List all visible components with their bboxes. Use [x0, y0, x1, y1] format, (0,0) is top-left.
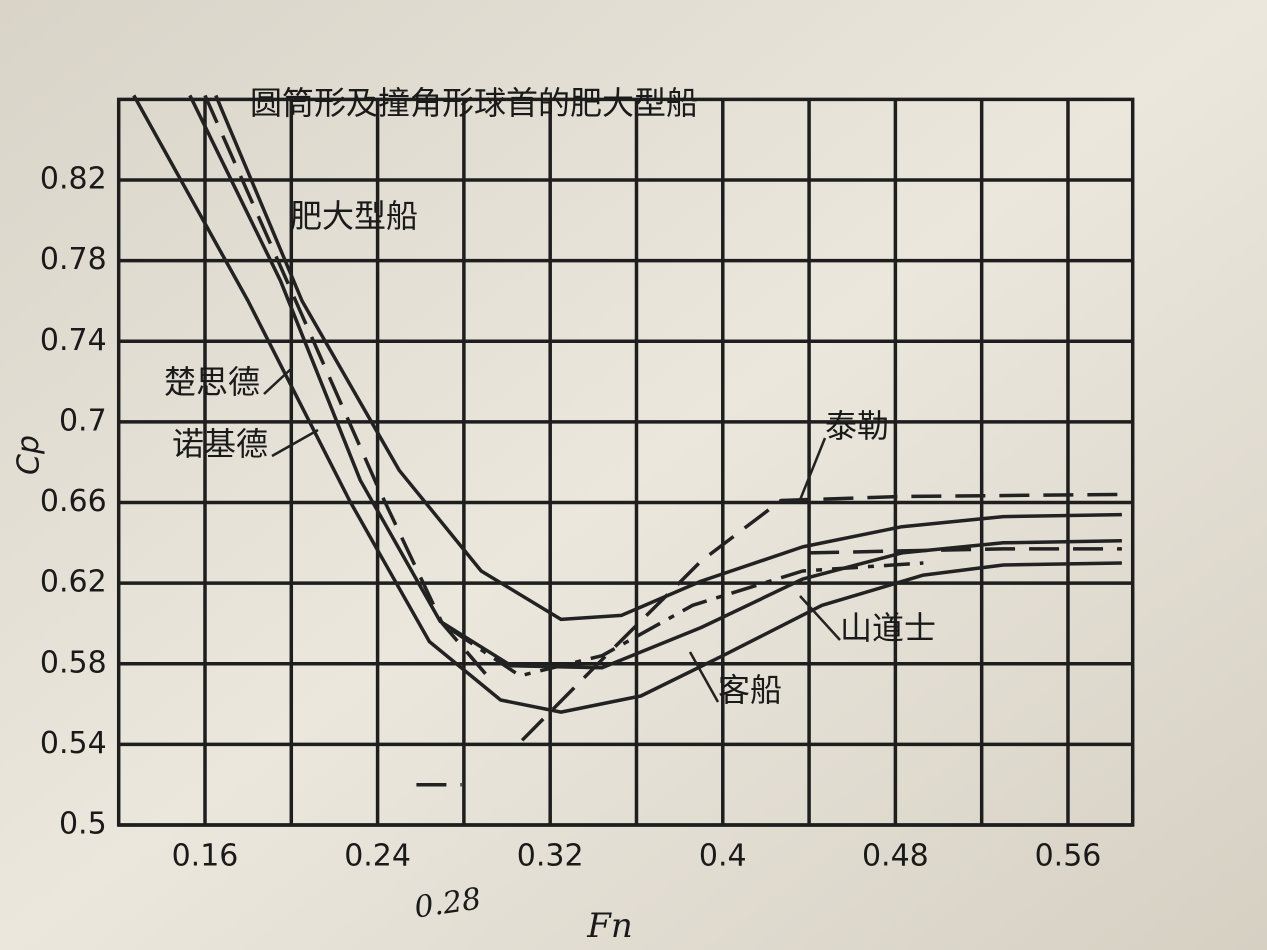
series-line — [214, 94, 1122, 622]
y-tick-label: 0.5 — [59, 807, 107, 842]
series-line — [449, 561, 924, 678]
series-line — [809, 547, 1122, 555]
leader-line — [799, 595, 841, 641]
series-line — [188, 94, 1122, 670]
y-tick-label: 0.82 — [40, 162, 107, 197]
series-line — [416, 492, 1122, 787]
x-tick-label: 0.16 — [172, 839, 239, 874]
leader-line — [688, 651, 720, 703]
y-tick-label: 0.66 — [40, 484, 107, 519]
y-tick-label: 0.78 — [40, 242, 107, 277]
y-tick-label: 0.62 — [40, 565, 107, 600]
x-tick-label: 0.48 — [862, 839, 929, 874]
series-label: 诺基德 — [172, 425, 268, 463]
x-tick-label: 0.32 — [517, 839, 584, 874]
y-tick-label: 0.54 — [40, 726, 107, 761]
series-label: 圆筒形及撞角形球首的肥大型船 — [250, 84, 698, 122]
y-axis-label: Cp — [12, 435, 47, 475]
series-line — [203, 94, 487, 675]
x-tick-label: 0.24 — [344, 839, 411, 874]
leader-line — [271, 428, 319, 458]
y-tick-label: 0.58 — [40, 645, 107, 680]
y-tick-label: 0.7 — [59, 403, 107, 438]
series-line — [132, 94, 1122, 714]
series-label: 楚思德 — [164, 363, 260, 401]
series-label: 客船 — [718, 671, 782, 709]
x-tick-label: 0.4 — [699, 839, 747, 874]
leader-line — [798, 437, 827, 501]
x-tick-label: 0.56 — [1035, 839, 1102, 874]
series-label: 泰勒 — [825, 407, 889, 445]
series-label: 肥大型船 — [290, 197, 418, 235]
x-axis-label: Fn — [586, 906, 633, 946]
y-tick-label: 0.74 — [40, 323, 107, 358]
leader-line — [263, 367, 293, 395]
series-label: 山道士 — [840, 609, 936, 647]
